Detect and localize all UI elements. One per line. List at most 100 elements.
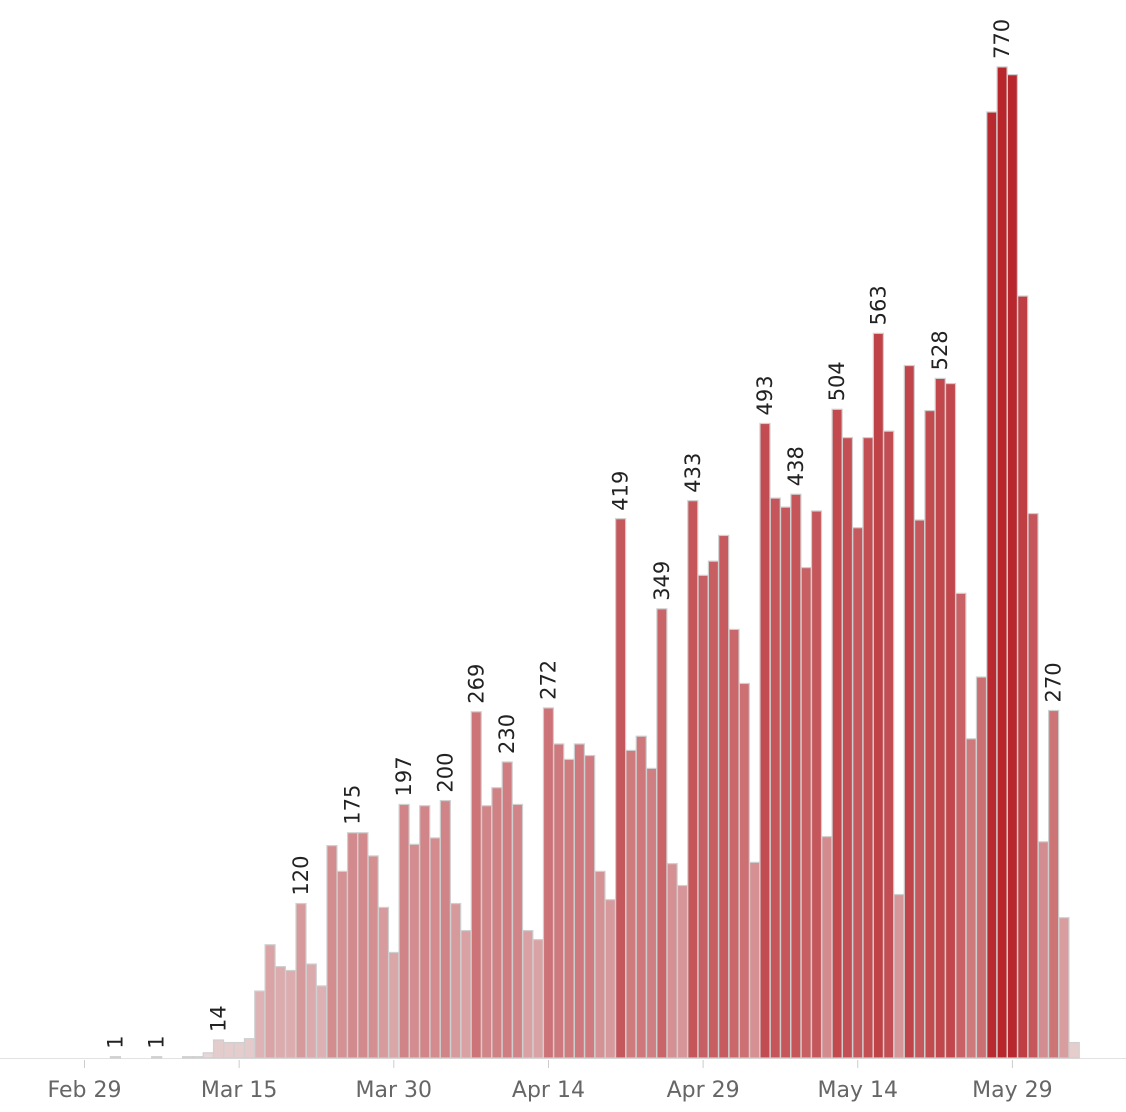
bar [625,749,637,1059]
bar [388,951,400,1059]
bar [212,1039,225,1059]
bar [645,767,658,1059]
bar [893,893,905,1059]
bar [1017,295,1029,1059]
bar [429,837,441,1059]
bar [460,929,472,1059]
bar [852,527,864,1059]
bar [862,437,874,1059]
bar [264,944,276,1059]
bar [697,574,709,1059]
bar [202,1052,214,1059]
bar [450,902,462,1059]
value-label: 200 [433,752,457,792]
bar [377,906,390,1059]
x-tick-label: Apr 14 [512,1078,585,1103]
x-tick-label: May 29 [972,1078,1052,1103]
value-label: 419 [609,471,633,511]
x-tick-label: May 14 [818,1078,898,1103]
value-label: 270 [1042,662,1066,702]
bar [903,364,915,1059]
bar [944,382,957,1059]
x-tick-label: Apr 29 [667,1078,740,1103]
bar [336,870,348,1059]
bar [769,497,781,1059]
value-label: 770 [990,19,1014,59]
bar [1058,917,1070,1059]
bar [532,938,544,1059]
value-label: 14 [207,1005,231,1032]
bar [666,863,678,1059]
bar [872,332,884,1059]
bar [749,861,761,1059]
bar [790,493,802,1059]
bar [924,409,936,1059]
bar [1027,512,1039,1059]
bar [676,884,689,1059]
bar [346,832,359,1059]
value-label: 197 [392,756,416,796]
value-label: 504 [825,361,849,401]
bar [831,408,843,1059]
bar [223,1041,235,1059]
bar [635,735,647,1059]
bar [285,969,297,1059]
bar [408,843,421,1059]
bar [594,870,606,1059]
bar [326,845,338,1059]
bar [1037,841,1049,1059]
bar [192,1056,204,1059]
value-label: 1 [103,1035,127,1048]
bar [687,500,699,1059]
value-label: 493 [753,375,777,415]
value-label: 120 [289,855,313,895]
value-label: 272 [536,660,560,700]
bar [511,803,524,1059]
value-label: 433 [681,453,705,493]
bar [367,855,379,1059]
bar [470,711,482,1059]
bar [1068,1041,1080,1059]
bar [357,832,369,1059]
bar [439,799,451,1059]
bar [553,743,565,1059]
bar [491,787,503,1059]
bar [965,738,977,1059]
bar [1006,74,1019,1059]
bar [1048,709,1060,1059]
bar [398,803,410,1059]
bar [501,761,513,1059]
bar [109,1056,122,1059]
bar [542,707,555,1059]
bar [841,437,854,1059]
bar [274,966,286,1059]
bar [563,758,575,1059]
bar [759,422,771,1059]
value-label: 1 [145,1035,169,1048]
bar [986,111,998,1059]
value-label: 175 [341,785,365,825]
bar [151,1056,163,1059]
bar [718,534,730,1059]
bar [800,567,812,1059]
bar [615,518,627,1059]
bar [182,1056,194,1059]
value-label: 230 [495,714,519,754]
bar [914,519,926,1059]
bar [738,682,750,1059]
x-tick-label: Feb 29 [48,1078,122,1103]
bar [883,430,895,1059]
bar [305,963,317,1059]
bar [810,510,823,1059]
bar [316,985,328,1059]
value-label: 349 [650,561,674,601]
bar [934,377,946,1059]
bar [419,805,431,1059]
bar [295,902,307,1059]
x-tick-label: Mar 30 [356,1078,433,1103]
bar [779,506,792,1059]
value-label: 563 [866,285,890,325]
bar [975,676,988,1059]
bar [254,990,266,1059]
